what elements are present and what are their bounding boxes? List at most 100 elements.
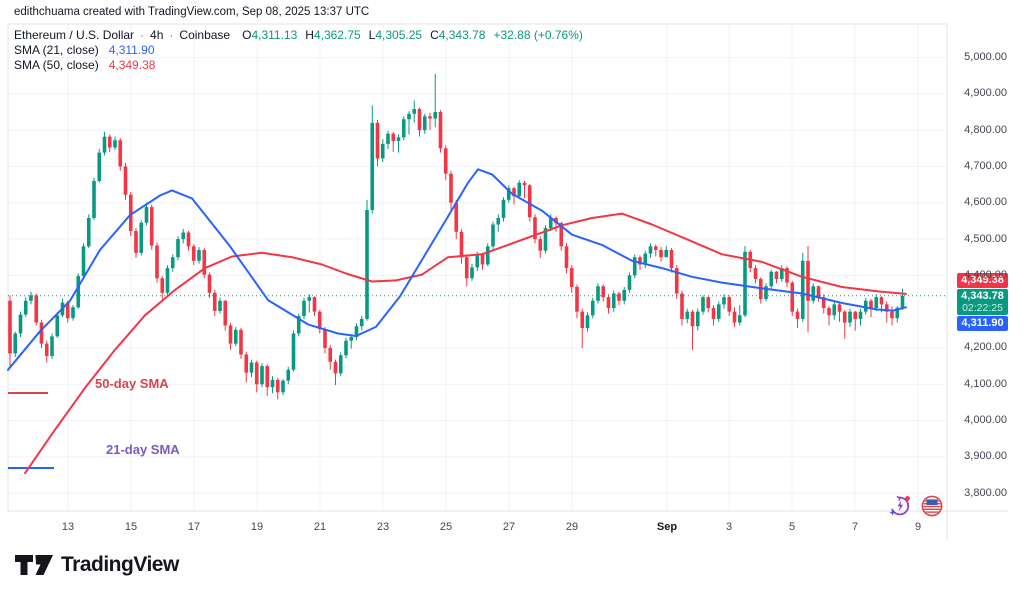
candle-down bbox=[459, 231, 464, 258]
candle-down bbox=[391, 133, 396, 142]
candle-down bbox=[601, 286, 606, 298]
candle-down bbox=[753, 268, 758, 279]
candle-down bbox=[328, 347, 333, 362]
time-axis-label: 17 bbox=[187, 521, 201, 533]
candle-up bbox=[249, 362, 254, 373]
candle-down bbox=[186, 232, 191, 247]
candle-up bbox=[585, 315, 590, 329]
candle-up bbox=[344, 340, 348, 356]
candle-down bbox=[417, 109, 422, 131]
annotation-50day-sma[interactable]: 50-day SMA bbox=[95, 376, 169, 391]
candle-up bbox=[197, 249, 201, 261]
candle-up bbox=[475, 254, 480, 268]
candle-up bbox=[433, 111, 438, 119]
candle-down bbox=[680, 293, 684, 319]
low-value: 4,305.25 bbox=[375, 28, 423, 42]
candle-down bbox=[160, 278, 165, 293]
candle-down bbox=[65, 302, 70, 319]
candle-up bbox=[716, 304, 721, 319]
time-axis-label: 29 bbox=[565, 521, 579, 533]
price-axis-label: 3,800.00 bbox=[964, 486, 1007, 499]
candle-up bbox=[517, 182, 522, 197]
sma50-price-tag: 4,349.38 bbox=[957, 273, 1008, 288]
candle-down bbox=[254, 362, 259, 385]
candle-up bbox=[113, 140, 117, 148]
candle-down bbox=[134, 231, 138, 253]
candle-down bbox=[207, 274, 212, 293]
candle-up bbox=[496, 217, 501, 225]
candle-down bbox=[879, 297, 884, 305]
candle-down bbox=[564, 246, 569, 269]
candle-up bbox=[764, 286, 768, 299]
time-axis-label: 27 bbox=[502, 521, 516, 533]
candle-down bbox=[727, 297, 732, 312]
candle-down bbox=[34, 295, 39, 323]
sma-50-line bbox=[24, 212, 907, 475]
sma50-label[interactable]: SMA (50, close) bbox=[14, 58, 99, 72]
high-label: H bbox=[305, 28, 314, 42]
symbol-title[interactable]: Ethereum / U.S. Dollar bbox=[14, 28, 135, 42]
candle-up bbox=[632, 257, 637, 276]
candle-up bbox=[858, 311, 863, 319]
interval-label[interactable]: 4h bbox=[150, 28, 164, 42]
candle-up bbox=[685, 311, 690, 319]
ai-lightning-icon[interactable] bbox=[888, 494, 912, 518]
price-axis-label: 4,400.00 bbox=[964, 268, 1007, 281]
candle-up bbox=[359, 318, 364, 327]
exchange-label[interactable]: Coinbase bbox=[179, 28, 231, 42]
sma21-label[interactable]: SMA (21, close) bbox=[14, 43, 99, 57]
time-axis-label: 15 bbox=[124, 521, 138, 533]
candle-down bbox=[821, 297, 826, 309]
sma21-value: 4,311.90 bbox=[108, 43, 155, 57]
time-axis-label: 21 bbox=[313, 521, 327, 533]
candle-down bbox=[191, 246, 196, 261]
candle-up bbox=[811, 286, 816, 301]
candle-down bbox=[580, 311, 585, 329]
candle-up bbox=[485, 246, 490, 265]
candle-down bbox=[522, 182, 527, 186]
candle-down bbox=[128, 194, 133, 232]
candle-down bbox=[853, 311, 858, 319]
sma21-legend-row[interactable]: SMA (21, close) 4,311.90 bbox=[14, 43, 583, 57]
candle-up bbox=[386, 133, 390, 144]
candle-up bbox=[338, 355, 343, 374]
price-axis-label: 4,600.00 bbox=[964, 196, 1007, 209]
candle-down bbox=[606, 297, 611, 309]
tradingview-logo-text: TradingView bbox=[61, 553, 179, 576]
candle-up bbox=[170, 257, 175, 269]
time-axis-label: Sep bbox=[656, 521, 678, 533]
us-flag-icon[interactable] bbox=[920, 494, 944, 518]
candle-down bbox=[785, 268, 789, 283]
candle-down bbox=[239, 329, 243, 355]
high-value: 4,362.75 bbox=[313, 28, 361, 42]
symbol-legend-row[interactable]: Ethereum / U.S. Dollar · 4h · Coinbase O… bbox=[14, 28, 583, 42]
candle-up bbox=[18, 314, 23, 334]
annotation-21day-sma[interactable]: 21-day SMA bbox=[106, 442, 180, 457]
candle-up bbox=[590, 300, 595, 316]
candle-down bbox=[44, 343, 49, 356]
candle-up bbox=[181, 232, 186, 240]
candle-up bbox=[596, 286, 600, 301]
candle-down bbox=[569, 268, 574, 287]
candle-up bbox=[81, 246, 86, 277]
candle-down bbox=[223, 300, 228, 326]
time-axis-label: 7 bbox=[851, 521, 859, 533]
candle-up bbox=[407, 113, 411, 120]
sma50-legend-row[interactable]: SMA (50, close) 4,349.38 bbox=[14, 58, 583, 72]
candle-up bbox=[144, 207, 149, 223]
candle-down bbox=[653, 246, 658, 250]
candle-up bbox=[102, 136, 107, 153]
candle-up bbox=[401, 119, 406, 138]
candle-up bbox=[307, 297, 312, 301]
candle-down bbox=[669, 249, 674, 269]
open-label: O bbox=[242, 28, 252, 42]
candle-down bbox=[674, 268, 679, 294]
tradingview-logo[interactable]: TradingView bbox=[14, 552, 179, 578]
candle-up bbox=[779, 268, 784, 279]
candle-down bbox=[538, 239, 543, 251]
candle-down bbox=[659, 249, 663, 258]
low-label: L bbox=[368, 28, 376, 42]
candle-up bbox=[270, 379, 275, 388]
